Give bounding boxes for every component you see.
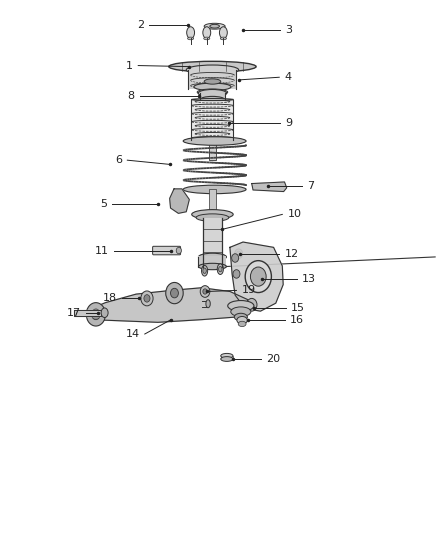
Circle shape bbox=[166, 282, 183, 304]
Ellipse shape bbox=[192, 209, 233, 219]
Ellipse shape bbox=[201, 265, 208, 276]
Polygon shape bbox=[74, 310, 101, 316]
Ellipse shape bbox=[186, 65, 239, 75]
Polygon shape bbox=[170, 189, 189, 213]
Ellipse shape bbox=[204, 79, 221, 84]
Circle shape bbox=[177, 195, 184, 204]
Ellipse shape bbox=[187, 27, 194, 38]
Ellipse shape bbox=[219, 27, 227, 38]
Circle shape bbox=[144, 295, 150, 302]
Ellipse shape bbox=[203, 27, 211, 38]
Ellipse shape bbox=[200, 96, 225, 103]
Text: 20: 20 bbox=[266, 354, 280, 364]
Text: 7: 7 bbox=[307, 181, 314, 191]
Polygon shape bbox=[84, 288, 250, 322]
Text: 11: 11 bbox=[95, 246, 109, 255]
Circle shape bbox=[237, 251, 241, 256]
Bar bbox=[191, 100, 233, 140]
Ellipse shape bbox=[198, 90, 226, 97]
Text: 19: 19 bbox=[242, 286, 256, 295]
Ellipse shape bbox=[198, 263, 226, 270]
Ellipse shape bbox=[237, 317, 247, 324]
Ellipse shape bbox=[191, 99, 233, 101]
Ellipse shape bbox=[220, 37, 226, 40]
Bar bbox=[209, 140, 216, 160]
Text: 14: 14 bbox=[125, 329, 140, 339]
Circle shape bbox=[233, 270, 240, 278]
Bar bbox=[200, 93, 225, 100]
Text: 4: 4 bbox=[285, 72, 292, 82]
Circle shape bbox=[251, 267, 266, 286]
Ellipse shape bbox=[183, 185, 246, 193]
Polygon shape bbox=[201, 301, 207, 307]
Circle shape bbox=[203, 289, 207, 294]
Ellipse shape bbox=[228, 301, 254, 311]
Circle shape bbox=[141, 291, 153, 306]
Ellipse shape bbox=[206, 300, 210, 308]
Polygon shape bbox=[230, 242, 283, 311]
Text: 8: 8 bbox=[127, 91, 134, 101]
Ellipse shape bbox=[210, 25, 219, 28]
Bar bbox=[198, 256, 226, 266]
Text: 9: 9 bbox=[286, 118, 293, 128]
Polygon shape bbox=[252, 182, 287, 191]
Bar bbox=[188, 70, 237, 90]
Ellipse shape bbox=[196, 214, 229, 221]
Ellipse shape bbox=[204, 37, 210, 40]
Circle shape bbox=[92, 309, 100, 320]
Text: 17: 17 bbox=[67, 308, 81, 318]
Ellipse shape bbox=[176, 247, 181, 254]
Text: 13: 13 bbox=[302, 274, 316, 284]
Ellipse shape bbox=[191, 139, 233, 141]
Ellipse shape bbox=[217, 264, 223, 274]
Text: 2: 2 bbox=[137, 20, 144, 30]
Ellipse shape bbox=[198, 253, 226, 261]
Ellipse shape bbox=[194, 83, 231, 91]
Circle shape bbox=[247, 298, 257, 311]
Ellipse shape bbox=[203, 268, 206, 273]
Bar bbox=[203, 217, 222, 266]
Text: 10: 10 bbox=[288, 209, 301, 220]
Bar bbox=[209, 189, 215, 213]
Text: 1: 1 bbox=[126, 61, 133, 70]
Circle shape bbox=[232, 254, 239, 262]
Ellipse shape bbox=[219, 266, 222, 272]
Ellipse shape bbox=[221, 353, 233, 358]
Circle shape bbox=[235, 249, 243, 259]
Circle shape bbox=[245, 261, 272, 293]
FancyBboxPatch shape bbox=[152, 246, 180, 255]
Text: 6: 6 bbox=[115, 155, 122, 165]
Ellipse shape bbox=[169, 61, 256, 72]
Text: 12: 12 bbox=[285, 249, 299, 259]
Circle shape bbox=[86, 303, 106, 326]
Ellipse shape bbox=[197, 89, 228, 95]
Ellipse shape bbox=[231, 307, 251, 317]
Ellipse shape bbox=[101, 308, 108, 318]
Text: 15: 15 bbox=[291, 303, 305, 313]
Ellipse shape bbox=[238, 321, 246, 327]
Ellipse shape bbox=[187, 37, 194, 40]
Text: 5: 5 bbox=[100, 199, 107, 209]
Ellipse shape bbox=[221, 357, 233, 361]
Ellipse shape bbox=[183, 137, 246, 146]
Ellipse shape bbox=[234, 313, 247, 321]
Text: 3: 3 bbox=[286, 26, 292, 36]
Ellipse shape bbox=[204, 23, 225, 29]
Text: 18: 18 bbox=[102, 293, 117, 303]
Circle shape bbox=[170, 288, 178, 298]
Text: 16: 16 bbox=[290, 315, 304, 325]
Circle shape bbox=[200, 286, 210, 297]
